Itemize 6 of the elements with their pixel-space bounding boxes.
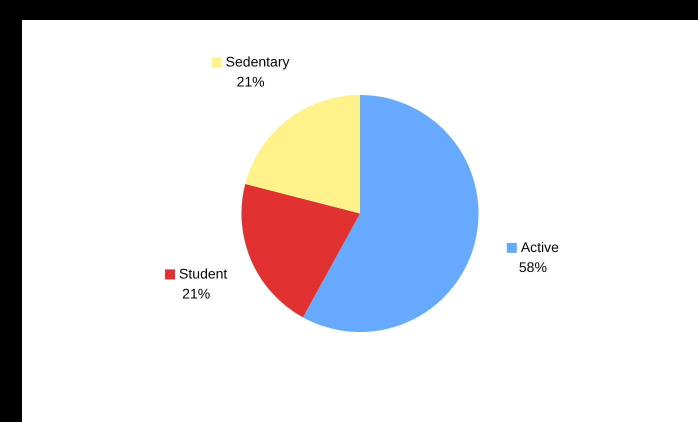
data-label: 58% xyxy=(518,258,547,275)
data-label: 21% xyxy=(236,73,265,90)
data-label: 21% xyxy=(182,285,210,302)
legend-label: Sedentary xyxy=(226,53,290,70)
legend-label: Active xyxy=(520,238,560,255)
legend-label: Student xyxy=(179,265,228,282)
